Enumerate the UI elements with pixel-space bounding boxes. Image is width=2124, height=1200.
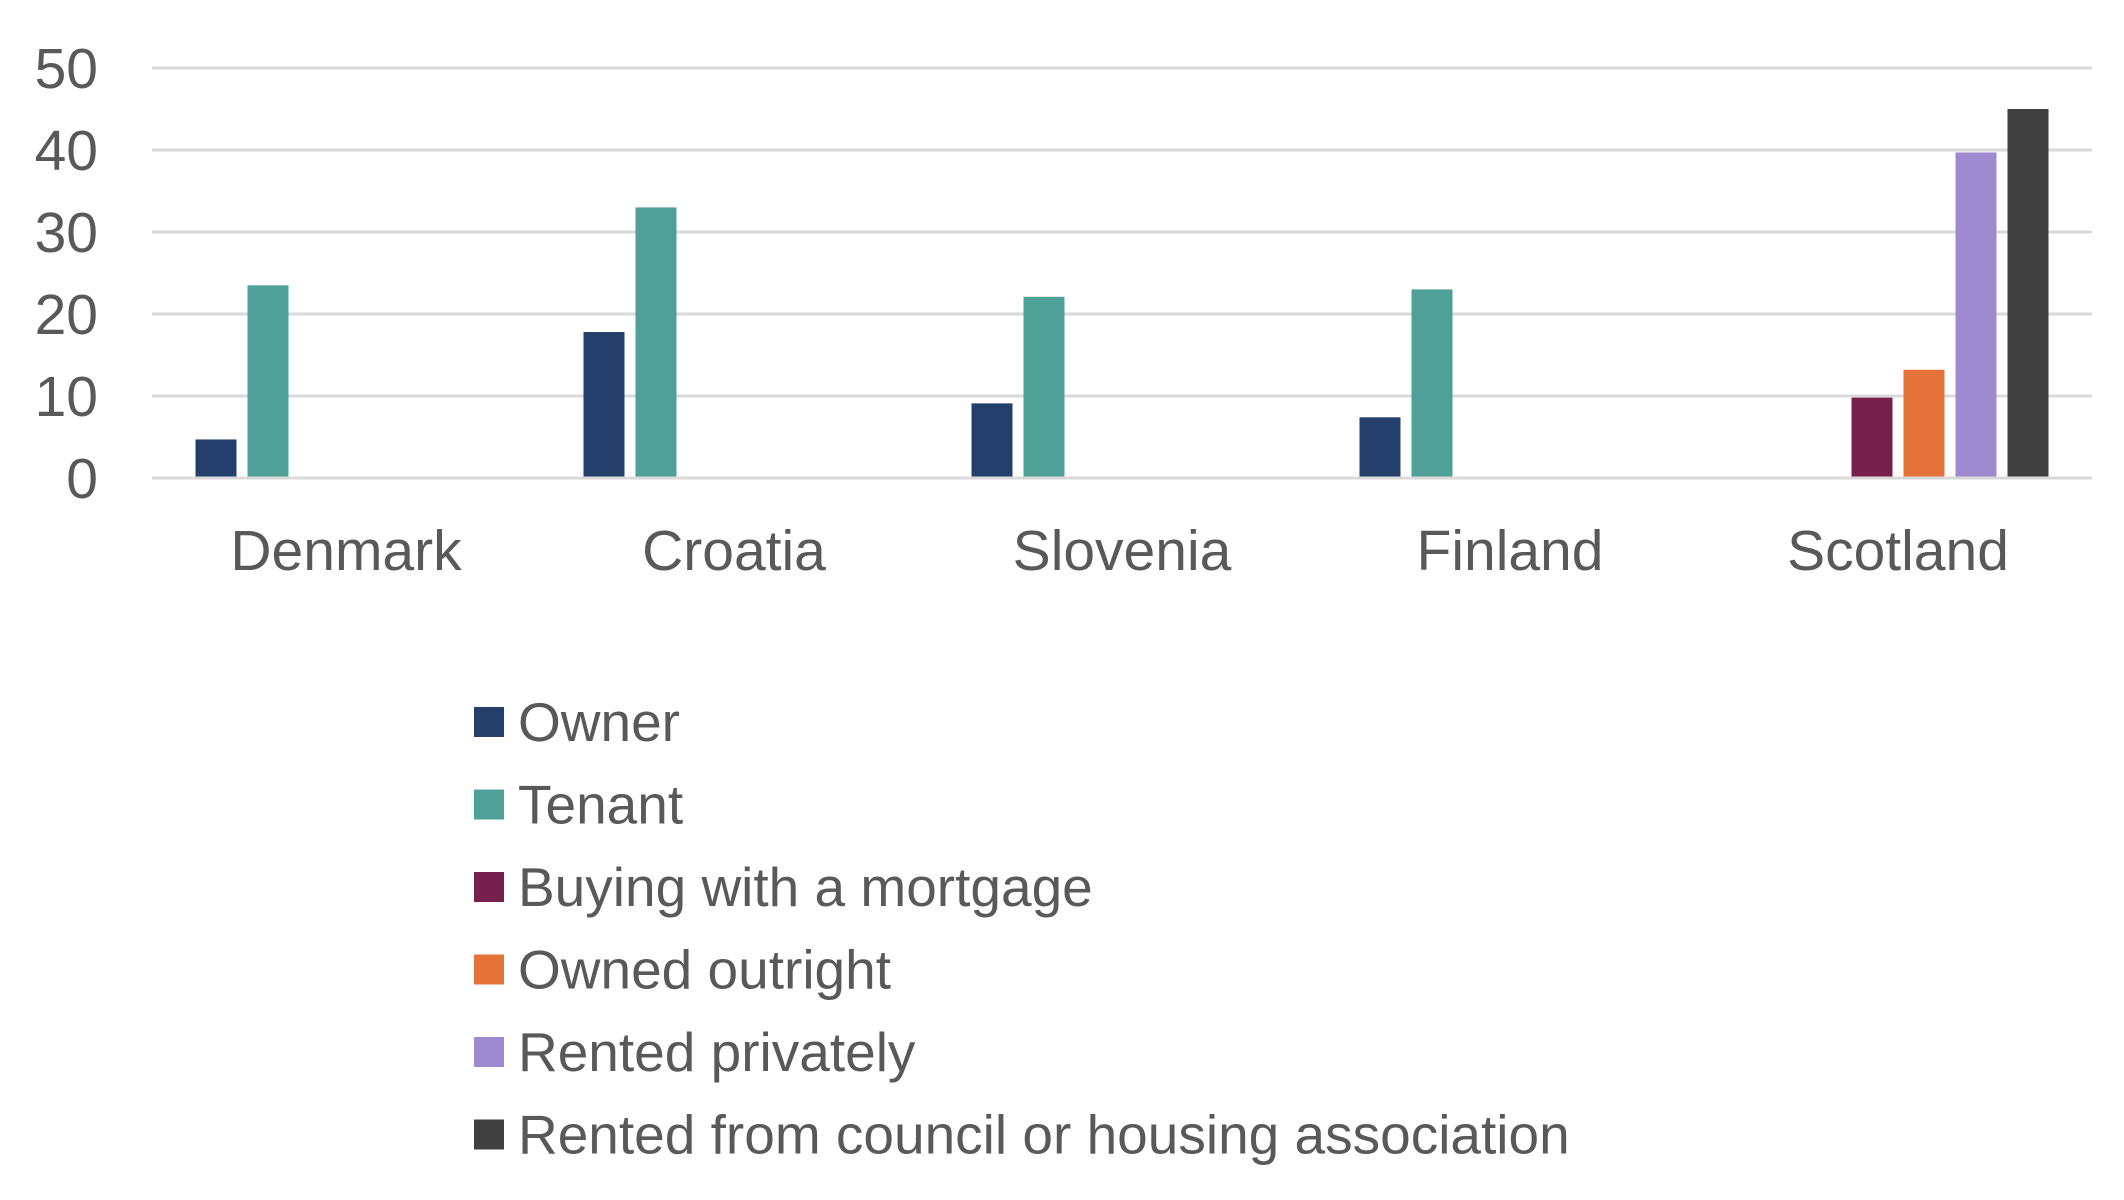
legend-label: Owned outright xyxy=(518,939,891,1001)
category-label: Scotland xyxy=(1787,519,2009,583)
y-tick-label: 20 xyxy=(35,283,98,347)
bar-scotland-buying-with-a-mortgage xyxy=(1851,397,1893,478)
y-tick-label: 0 xyxy=(66,447,98,511)
bar-scotland-rented-privately xyxy=(1955,152,1997,478)
bar-finland-owner xyxy=(1359,417,1401,478)
bars xyxy=(195,109,2049,478)
bar-scotland-rented-from-council-or-housing-association xyxy=(2007,109,2049,478)
legend-swatch xyxy=(474,789,504,820)
bar-denmark-owner xyxy=(195,439,237,478)
legend-swatch xyxy=(474,872,504,902)
category-label: Finland xyxy=(1417,519,1604,583)
bar-finland-tenant xyxy=(1411,289,1453,478)
y-axis-ticks: 0 10 20 30 40 50 xyxy=(35,37,98,511)
legend-label: Buying with a mortgage xyxy=(518,856,1093,918)
legend: Owner Tenant Buying with a mortgage Owned o… xyxy=(474,691,1570,1166)
y-tick-label: 40 xyxy=(35,119,98,183)
bar-croatia-tenant xyxy=(635,207,677,478)
legend-label: Owner xyxy=(518,691,680,753)
bar-slovenia-owner xyxy=(971,403,1013,478)
y-tick-label: 50 xyxy=(35,37,98,101)
bar-scotland-owned-outright xyxy=(1903,369,1945,478)
bar-slovenia-tenant xyxy=(1023,296,1065,478)
legend-swatch xyxy=(474,1037,504,1067)
category-label: Croatia xyxy=(642,519,826,583)
legend-swatch xyxy=(474,707,504,737)
category-label: Slovenia xyxy=(1013,519,1232,583)
bar-croatia-owner xyxy=(583,332,625,478)
y-tick-label: 30 xyxy=(35,201,98,265)
y-tick-label: 10 xyxy=(35,365,98,429)
legend-label: Rented from council or housing associati… xyxy=(518,1104,1570,1166)
legend-swatch xyxy=(474,1119,504,1150)
legend-swatch xyxy=(474,954,504,985)
category-label: Denmark xyxy=(230,519,462,583)
category-labels: Denmark Croatia Slovenia Finland Scotland xyxy=(230,519,2009,583)
legend-label: Tenant xyxy=(518,774,683,836)
bar-denmark-tenant xyxy=(247,285,289,478)
legend-label: Rented privately xyxy=(518,1021,916,1083)
gridlines xyxy=(152,66,2092,398)
